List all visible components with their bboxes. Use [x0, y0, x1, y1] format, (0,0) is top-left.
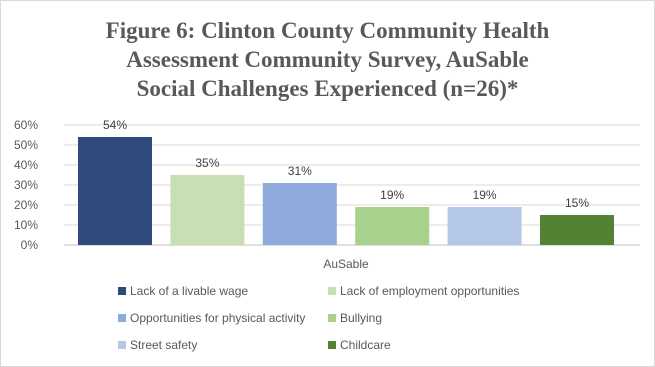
y-tick-label: 40%	[14, 158, 38, 172]
bar	[170, 175, 245, 245]
legend-swatch	[118, 314, 126, 322]
chart-title: Figure 6: Clinton County Community Healt…	[0, 16, 655, 103]
legend-item: Childcare	[328, 338, 391, 352]
legend-label: Opportunities for physical activity	[130, 311, 306, 325]
bar	[355, 207, 430, 245]
y-tick-label: 10%	[14, 218, 38, 232]
legend-item: Street safety	[118, 338, 197, 352]
legend-swatch	[328, 314, 336, 322]
y-tick-label: 30%	[14, 178, 38, 192]
legend-swatch	[118, 341, 126, 349]
y-tick-label: 50%	[14, 138, 38, 152]
y-tick-label: 0%	[21, 238, 39, 252]
legend-swatch	[118, 287, 126, 295]
data-label: 15%	[565, 196, 589, 210]
legend-item: Bullying	[328, 311, 382, 325]
chart-title-line-2: Assessment Community Survey, AuSable	[126, 47, 529, 72]
legend-swatch	[328, 287, 336, 295]
bar	[78, 137, 152, 245]
legend-label: Street safety	[130, 338, 198, 352]
x-category-label: AuSable	[323, 257, 369, 271]
data-label: 19%	[380, 188, 404, 202]
data-label: 35%	[195, 156, 219, 170]
data-label: 54%	[103, 118, 127, 132]
bar-chart: 0% 10% 20% 30% 40% 50% 60% 54% 35% 31% 19% 19% 15% Au…	[14, 118, 640, 271]
bar	[447, 207, 522, 245]
legend-item: Lack of a livable wage	[118, 284, 248, 298]
legend-label: Lack of a livable wage	[130, 284, 249, 298]
legend-label: Lack of employment opportunities	[340, 284, 520, 298]
data-label: 31%	[288, 164, 312, 178]
data-label: 19%	[473, 188, 497, 202]
chart-title-line-3: Social Challenges Experienced (n=26)*	[136, 76, 519, 101]
y-tick-label: 60%	[14, 118, 38, 132]
chart-title-line-1: Figure 6: Clinton County Community Healt…	[105, 18, 550, 43]
y-tick-label: 20%	[14, 198, 38, 212]
bar	[540, 215, 614, 245]
legend-swatch	[328, 341, 336, 349]
bar	[262, 183, 337, 245]
legend-label: Bullying	[340, 311, 383, 325]
legend-item: Lack of employment opportunities	[328, 284, 519, 298]
legend-label: Childcare	[340, 338, 391, 352]
legend-item: Opportunities for physical activity	[118, 311, 305, 325]
